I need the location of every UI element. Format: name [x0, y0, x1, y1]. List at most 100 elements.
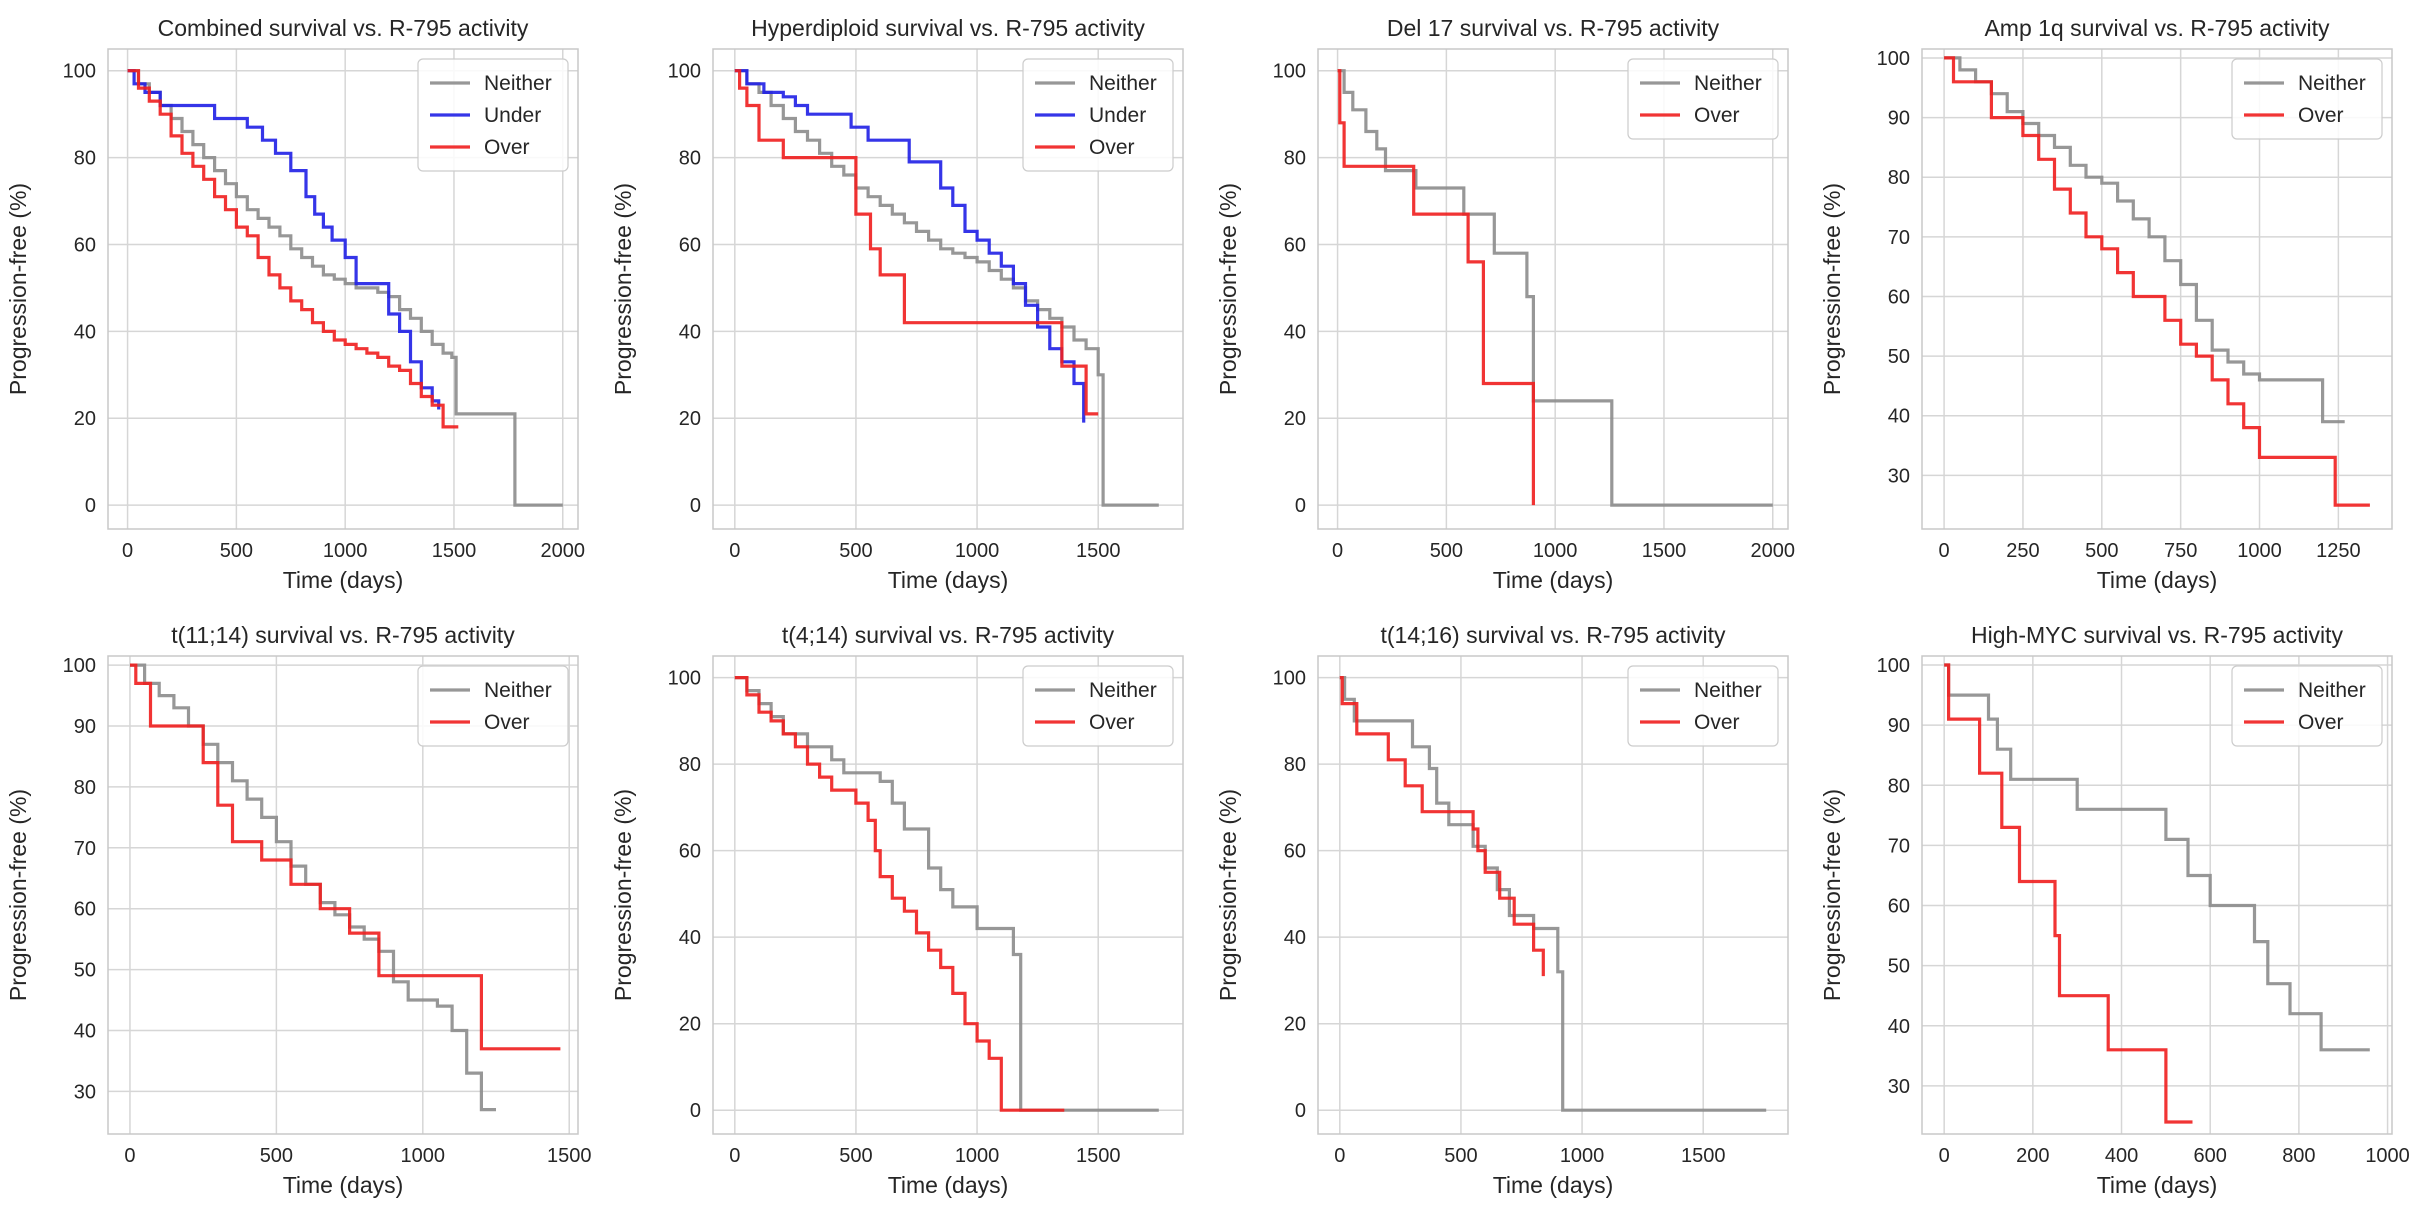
y-tick-label: 60 — [679, 234, 701, 256]
x-tick-label: 500 — [839, 540, 872, 562]
y-tick-label: 50 — [74, 960, 96, 982]
legend-label-over: Over — [484, 136, 530, 159]
y-tick-label: 80 — [1888, 775, 1910, 797]
x-tick-label: 1000 — [1560, 1145, 1605, 1167]
x-tick-label: 0 — [124, 1145, 135, 1167]
y-tick-label: 20 — [74, 408, 96, 430]
x-tick-label: 0 — [1939, 1145, 1950, 1167]
chart-title: t(14;16) survival vs. R-795 activity — [1380, 622, 1726, 648]
y-tick-label: 50 — [1888, 956, 1910, 978]
y-tick-label: 100 — [1273, 61, 1306, 83]
legend-label-over: Over — [2298, 104, 2344, 127]
legend-box — [1627, 665, 1779, 747]
chart-title: t(4;14) survival vs. R-795 activity — [782, 622, 1115, 648]
chart-panel: 0 250 500 750 1000 1250 30 40 50 60 70 80 90 100 Amp 1… — [1819, 15, 2393, 593]
legend: Neither Over — [2231, 58, 2383, 140]
legend-box — [2231, 58, 2383, 140]
legend-label-neither: Neither — [2298, 72, 2366, 95]
y-tick-label: 40 — [1888, 406, 1910, 428]
legend-label-neither: Neither — [1089, 72, 1157, 95]
x-axis-label: Time (days) — [1493, 1172, 1614, 1198]
x-tick-label: 2000 — [541, 540, 586, 562]
y-tick-label: 100 — [668, 668, 701, 690]
legend-box — [2231, 665, 2383, 747]
x-axis-label: Time (days) — [283, 1172, 404, 1198]
x-tick-label: 1500 — [1076, 1145, 1121, 1167]
x-tick-label: 0 — [1332, 540, 1343, 562]
y-tick-label: 40 — [74, 321, 96, 343]
y-axis-label: Progression-free (%) — [5, 789, 31, 1001]
plot-frame — [1921, 48, 2393, 530]
y-tick-label: 0 — [690, 1100, 701, 1122]
y-tick-label: 100 — [1273, 668, 1306, 690]
legend: Neither Over — [1627, 665, 1779, 747]
y-tick-label: 0 — [1295, 1100, 1306, 1122]
y-axis-label: Progression-free (%) — [610, 789, 636, 1001]
x-tick-label: 500 — [1430, 540, 1463, 562]
chart-title: Del 17 survival vs. R-795 activity — [1387, 15, 1720, 41]
chart-panel: 0 500 1000 1500 0 20 40 60 80 100 t(14;16) surviva… — [1215, 622, 1789, 1198]
y-tick-label: 90 — [1888, 108, 1910, 130]
x-tick-label: 500 — [220, 540, 253, 562]
series-line-over — [1337, 69, 1535, 506]
series-line-over — [1944, 56, 2370, 507]
series-line-over — [1339, 676, 1545, 977]
chart-panel: 0 500 1000 1500 30 40 50 60 70 80 90 100 t(11;14) su… — [5, 622, 591, 1198]
plot-frame — [712, 655, 1184, 1135]
plot-frame — [1921, 655, 2393, 1135]
y-tick-label: 0 — [85, 495, 96, 517]
y-tick-label: 90 — [74, 716, 96, 738]
y-tick-label: 20 — [1284, 1014, 1306, 1036]
y-tick-label: 40 — [1284, 927, 1306, 949]
legend-box — [417, 665, 569, 747]
chart-panel: 0 500 1000 1500 2000 0 20 40 60 80 100 Del 17 survi… — [1215, 15, 1795, 593]
plot-frame — [107, 655, 579, 1135]
legend-label-over: Over — [1089, 136, 1135, 159]
x-tick-label: 0 — [122, 540, 133, 562]
x-tick-label: 1000 — [955, 1145, 1000, 1167]
y-tick-label: 20 — [679, 1014, 701, 1036]
series-line-neither — [127, 69, 563, 507]
x-tick-label: 250 — [2006, 540, 2039, 562]
plot-frame — [107, 48, 579, 530]
y-tick-label: 100 — [63, 61, 96, 83]
y-tick-label: 60 — [1888, 896, 1910, 918]
y-tick-label: 60 — [1888, 286, 1910, 308]
y-tick-label: 40 — [74, 1020, 96, 1042]
x-tick-label: 1000 — [401, 1145, 446, 1167]
legend: Neither Over — [2231, 665, 2383, 747]
y-tick-label: 40 — [679, 321, 701, 343]
series-line-neither — [1337, 69, 1773, 507]
x-tick-label: 1500 — [1681, 1145, 1726, 1167]
series-line-neither — [734, 69, 1159, 507]
y-tick-label: 30 — [74, 1081, 96, 1103]
series-line-over — [734, 676, 1065, 1112]
legend-label-neither: Neither — [1694, 679, 1762, 702]
y-tick-label: 70 — [1888, 835, 1910, 857]
chart-title: t(11;14) survival vs. R-795 activity — [171, 622, 515, 648]
x-tick-label: 0 — [1334, 1145, 1345, 1167]
x-tick-label: 0 — [1939, 540, 1950, 562]
plot-frame — [712, 48, 1184, 530]
legend: Neither Over — [1627, 58, 1779, 140]
x-tick-label: 500 — [260, 1145, 293, 1167]
x-tick-label: 500 — [2085, 540, 2118, 562]
x-axis-label: Time (days) — [888, 1172, 1009, 1198]
legend: Neither Over — [1022, 665, 1174, 747]
legend-box — [417, 58, 569, 172]
x-tick-label: 1000 — [955, 540, 1000, 562]
x-tick-label: 1500 — [547, 1145, 592, 1167]
x-tick-label: 1000 — [2237, 540, 2282, 562]
series-line-under — [734, 69, 1086, 423]
series-line-over — [127, 69, 459, 429]
series-line-neither — [1944, 56, 2345, 424]
x-tick-label: 0 — [729, 1145, 740, 1167]
y-tick-label: 100 — [1877, 48, 1910, 70]
legend-box — [1627, 58, 1779, 140]
y-tick-label: 60 — [74, 899, 96, 921]
y-tick-label: 70 — [74, 838, 96, 860]
x-tick-label: 1500 — [1076, 540, 1121, 562]
legend-label-under: Under — [1089, 104, 1146, 127]
y-tick-label: 100 — [668, 61, 701, 83]
